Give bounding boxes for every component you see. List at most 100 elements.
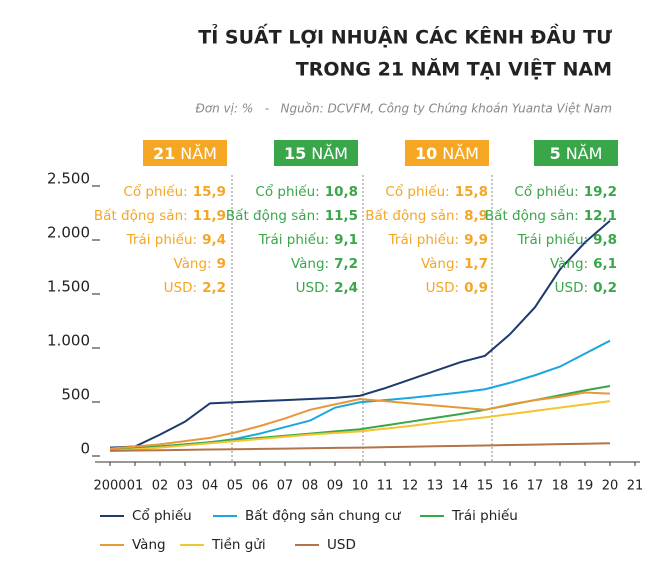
y-tick-label: 1.500 <box>47 278 90 296</box>
chart-subtitle: Đơn vị: % - Nguồn: DCVFM, Công ty Chứng … <box>196 102 613 116</box>
x-tick-label: 09 <box>327 479 344 494</box>
x-tick-label: 19 <box>577 479 594 494</box>
period-number: 10 <box>415 144 437 163</box>
period-item: USD: 0,9 <box>426 280 488 296</box>
item-label: Bất động sản: <box>226 208 320 224</box>
period-item: Cổ phiếu: 10,8 <box>255 183 358 200</box>
item-label: Vàng: <box>550 256 588 272</box>
item-value: 1,7 <box>464 256 488 272</box>
item-value: 12,1 <box>584 208 617 224</box>
x-tick-label: 03 <box>177 479 194 494</box>
period-item: Cổ phiếu: 15,9 <box>123 183 226 200</box>
item-label: Cổ phiếu: <box>514 183 578 200</box>
y-tick-label: 2.500 <box>47 170 90 188</box>
item-value: 7,2 <box>334 256 358 272</box>
series-line <box>109 339 611 450</box>
x-tick-label: 04 <box>202 479 219 494</box>
period-unit: NĂM <box>311 144 348 163</box>
item-label: USD: <box>296 280 329 296</box>
period-item: Vàng: 7,2 <box>291 256 358 272</box>
item-value: 9,8 <box>593 232 617 248</box>
period-label: 15 NĂM <box>284 144 348 163</box>
legend-label: Bất động sản chung cư <box>245 508 402 524</box>
x-tick-label: 10 <box>352 479 369 494</box>
x-tick-label: 15 <box>477 479 494 494</box>
item-label: Trái phiếu: <box>126 231 197 248</box>
item-label: Bất động sản: <box>485 208 579 224</box>
period-item: Cổ phiếu: 15,8 <box>385 183 488 200</box>
period-item: Vàng: 6,1 <box>550 256 617 272</box>
period-item: Bất động sản: 11,5 <box>226 208 358 224</box>
x-tick-label: 16 <box>502 479 519 494</box>
item-label: Vàng: <box>291 256 329 272</box>
item-value: 9 <box>217 256 226 272</box>
x-tick-label: 18 <box>552 479 569 494</box>
item-value: 19,2 <box>584 184 617 200</box>
period-number: 5 <box>550 144 561 163</box>
item-value: 15,8 <box>455 184 488 200</box>
x-tick-label: 20 <box>602 479 619 494</box>
period-item: Vàng: 1,7 <box>421 256 488 272</box>
item-value: 0,2 <box>593 280 617 296</box>
x-tick-label: 13 <box>427 479 444 494</box>
period-number: 15 <box>284 144 306 163</box>
x-tick-label: 05 <box>227 479 244 494</box>
item-label: Trái phiếu: <box>388 231 459 248</box>
item-value: 11,9 <box>193 208 226 224</box>
period-number: 21 <box>153 144 175 163</box>
period-item: Bất động sản: 11,9 <box>94 208 226 224</box>
period-item: Trái phiếu: 9,8 <box>517 231 617 248</box>
item-label: Cổ phiếu: <box>385 183 449 200</box>
period-label: 21 NĂM <box>153 144 217 163</box>
item-label: Trái phiếu: <box>258 231 329 248</box>
chart-title: TỈ SUẤT LỢI NHUẬN CÁC KÊNH ĐẦU TƯ <box>198 23 612 49</box>
y-tick-label: 2.000 <box>47 224 90 242</box>
period-unit: NĂM <box>566 144 603 163</box>
item-value: 6,1 <box>593 256 617 272</box>
item-value: 8,9 <box>464 208 488 224</box>
y-tick-label: 1.000 <box>47 332 90 350</box>
period-item: USD: 2,4 <box>296 280 358 296</box>
chart-title: TRONG 21 NĂM TẠI VIỆT NAM <box>296 57 612 81</box>
period-item: Bất động sản: 8,9 <box>365 208 488 224</box>
period-item: Cổ phiếu: 19,2 <box>514 183 617 200</box>
legend-label: Trái phiếu <box>451 507 518 524</box>
item-label: Vàng: <box>173 256 211 272</box>
item-label: Bất động sản: <box>365 208 459 224</box>
period-box <box>405 140 489 166</box>
period-item: Trái phiếu: 9,1 <box>258 231 358 248</box>
legend-label: USD <box>327 537 356 553</box>
item-label: Bất động sản: <box>94 208 188 224</box>
period-unit: NĂM <box>180 144 217 163</box>
item-label: USD: <box>164 280 197 296</box>
series-line <box>109 220 611 449</box>
item-value: 10,8 <box>325 184 358 200</box>
item-value: 9,4 <box>202 232 226 248</box>
item-label: USD: <box>555 280 588 296</box>
x-tick-label: 12 <box>402 479 419 494</box>
x-tick-label: 01 <box>127 479 144 494</box>
x-tick-label: 06 <box>252 479 269 494</box>
period-item: Vàng: 9 <box>173 256 226 272</box>
series-line <box>109 400 611 452</box>
series-line <box>109 442 611 452</box>
x-tick-label: 11 <box>377 479 394 494</box>
series-line <box>109 391 611 450</box>
item-label: Cổ phiếu: <box>255 183 319 200</box>
item-value: 9,9 <box>464 232 488 248</box>
x-tick-label: 07 <box>277 479 294 494</box>
item-label: Cổ phiếu: <box>123 183 187 200</box>
period-item: Bất động sản: 12,1 <box>485 208 617 224</box>
item-value: 15,9 <box>193 184 226 200</box>
period-item: Trái phiếu: 9,9 <box>388 231 488 248</box>
x-tick-label: 14 <box>452 479 469 494</box>
x-tick-label: 2000 <box>93 479 126 494</box>
x-tick-label: 21 <box>627 479 644 494</box>
legend-label: Vàng <box>132 537 166 553</box>
period-box <box>274 140 358 166</box>
y-tick-label: 500 <box>61 386 90 404</box>
legend-label: Tiền gửi <box>211 536 266 553</box>
item-label: Trái phiếu: <box>517 231 588 248</box>
period-box <box>143 140 227 166</box>
